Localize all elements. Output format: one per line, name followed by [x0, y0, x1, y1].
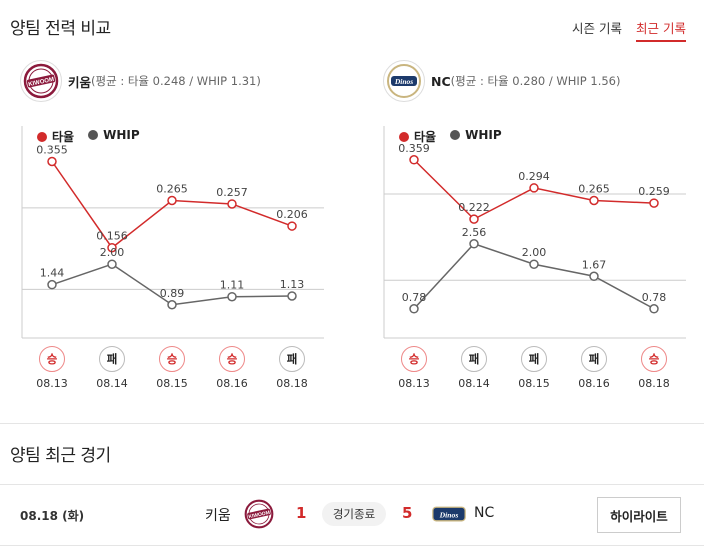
- game-date-label: 08.16: [216, 377, 248, 390]
- kiwoom-logo-icon: KIWOOM: [242, 499, 276, 529]
- line-chart-svg: 0.355 0.156 0.265 0.257 0.206 1.44 2.00 0.89 1.1…: [21, 126, 324, 339]
- avg-data-point: [649, 198, 659, 208]
- game-row: 08.18 (화) 키움 KIWOOM 1 경기종료 5 Dinos NC 하이…: [0, 484, 704, 546]
- kiwoom-logo-icon: KIWOOM: [20, 60, 62, 102]
- team-header-kiwoom: KIWOOM 키움 (평균 : 타율 0.248 / WHIP 1.31): [20, 60, 261, 102]
- whip-data-point: [227, 291, 237, 302]
- tab-season-record[interactable]: 시즌 기록: [572, 21, 623, 36]
- avg-data-label: 0.355: [36, 144, 68, 157]
- avg-data-point: [47, 156, 57, 167]
- game-date-label: 08.18: [276, 377, 308, 390]
- game-result-badge: 패: [581, 346, 607, 372]
- dinos-logo-icon: Dinos: [383, 60, 425, 102]
- whip-data-label: 0.78: [402, 291, 427, 304]
- team-average-stats: (평균 : 타율 0.280 / WHIP 1.56): [450, 74, 621, 88]
- tab-recent-record[interactable]: 최근 기록: [636, 18, 686, 42]
- avg-data-label: 0.206: [276, 208, 308, 221]
- game-result-badge: 패: [461, 346, 487, 372]
- whip-data-label: 1.67: [582, 258, 607, 271]
- game-date: 08.18 (화): [20, 509, 85, 523]
- avg-data-label: 0.359: [398, 142, 430, 155]
- whip-data-point: [287, 291, 297, 301]
- avg-data-point: [167, 195, 177, 206]
- home-score: 1: [296, 504, 307, 522]
- avg-data-label: 0.257: [216, 186, 248, 199]
- game-result-badge: 승: [219, 346, 245, 372]
- avg-data-point: [409, 155, 419, 165]
- whip-data-point: [589, 271, 599, 282]
- home-team-name: 키움: [205, 508, 231, 524]
- avg-data-point: [469, 214, 479, 224]
- line-chart-svg: 0.359 0.222 0.294 0.265 0.259 0.78 2.56 2.00 1.6…: [383, 126, 686, 339]
- game-result-badge: 승: [159, 346, 185, 372]
- svg-text:KIWOOM: KIWOOM: [28, 77, 55, 88]
- game-result-badge: 패: [521, 346, 547, 372]
- team-name: NC: [431, 73, 451, 89]
- whip-data-label: 2.00: [522, 246, 547, 259]
- game-result-badge: 승: [39, 346, 65, 372]
- game-result-badge: 승: [401, 346, 427, 372]
- game-result-badge: 승: [641, 346, 667, 372]
- legend-whip: WHIP: [450, 128, 502, 145]
- legend-avg: 타율: [399, 128, 436, 145]
- team-header-nc: Dinos NC (평균 : 타율 0.280 / WHIP 1.56): [383, 60, 621, 102]
- chart-kiwoom: 타율 WHIP 0.355 0.156 0.265 0.257 0.206 1.44 2.0…: [21, 122, 324, 396]
- whip-data-label: 1.13: [280, 278, 305, 291]
- game-status-badge: 경기종료: [322, 502, 386, 526]
- avg-data-label: 0.265: [578, 183, 610, 196]
- svg-text:Dinos: Dinos: [394, 77, 413, 86]
- avg-data-label: 0.294: [518, 170, 550, 183]
- team-average-stats: (평균 : 타율 0.248 / WHIP 1.31): [91, 74, 261, 88]
- chart-nc: 타율 WHIP 0.359 0.222 0.294 0.265 0.259 0.78 2.5…: [383, 122, 686, 396]
- avg-data-point: [107, 242, 117, 253]
- avg-data-point: [287, 221, 297, 231]
- avg-data-label: 0.156: [96, 230, 128, 243]
- whip-data-label: 0.78: [642, 291, 667, 304]
- whip-data-point: [649, 304, 659, 314]
- game-date-label: 08.16: [578, 377, 610, 390]
- game-date-label: 08.15: [156, 377, 188, 390]
- record-tabs: 시즌 기록 최근 기록: [572, 18, 686, 42]
- avg-data-point: [529, 183, 539, 193]
- whip-data-label: 2.56: [462, 226, 487, 239]
- whip-data-label: 1.11: [220, 279, 245, 292]
- svg-text:KIWOOM: KIWOOM: [248, 510, 270, 520]
- avg-data-label: 0.222: [458, 201, 490, 214]
- avg-data-point: [589, 195, 599, 206]
- whip-data-point: [409, 304, 419, 314]
- whip-data-point: [107, 259, 117, 269]
- legend-avg: 타율: [37, 128, 74, 145]
- game-date-label: 08.14: [96, 377, 128, 390]
- whip-data-point: [167, 300, 177, 310]
- game-date-label: 08.15: [518, 377, 550, 390]
- chart-legend: 타율 WHIP: [399, 128, 502, 145]
- whip-data-label: 2.00: [100, 246, 125, 259]
- whip-data-label: 0.89: [160, 287, 185, 300]
- whip-data-point: [469, 239, 479, 249]
- svg-text:Dinos: Dinos: [439, 510, 459, 519]
- legend-whip: WHIP: [88, 128, 140, 145]
- recent-games-title: 양팀 최근 경기: [10, 446, 111, 466]
- team-name: 키움: [68, 74, 92, 90]
- game-result-badge: 패: [279, 346, 305, 372]
- dinos-logo-icon: Dinos: [432, 499, 466, 529]
- whip-data-point: [529, 259, 539, 269]
- whip-data-point: [47, 279, 57, 290]
- section-divider: [0, 423, 704, 424]
- game-date-label: 08.13: [36, 377, 68, 390]
- game-date-label: 08.14: [458, 377, 490, 390]
- game-date-label: 08.18: [638, 377, 670, 390]
- away-score: 5: [402, 504, 413, 522]
- avg-data-label: 0.259: [638, 185, 670, 198]
- away-team-name: NC: [474, 505, 495, 521]
- game-date-label: 08.13: [398, 377, 430, 390]
- game-result-badge: 패: [99, 346, 125, 372]
- avg-data-point: [227, 199, 237, 209]
- avg-data-label: 0.265: [156, 183, 188, 196]
- whip-data-label: 1.44: [40, 267, 65, 280]
- chart-legend: 타율 WHIP: [37, 128, 140, 145]
- highlight-button[interactable]: 하이라이트: [597, 497, 681, 533]
- page-title: 양팀 전력 비교: [10, 19, 111, 39]
